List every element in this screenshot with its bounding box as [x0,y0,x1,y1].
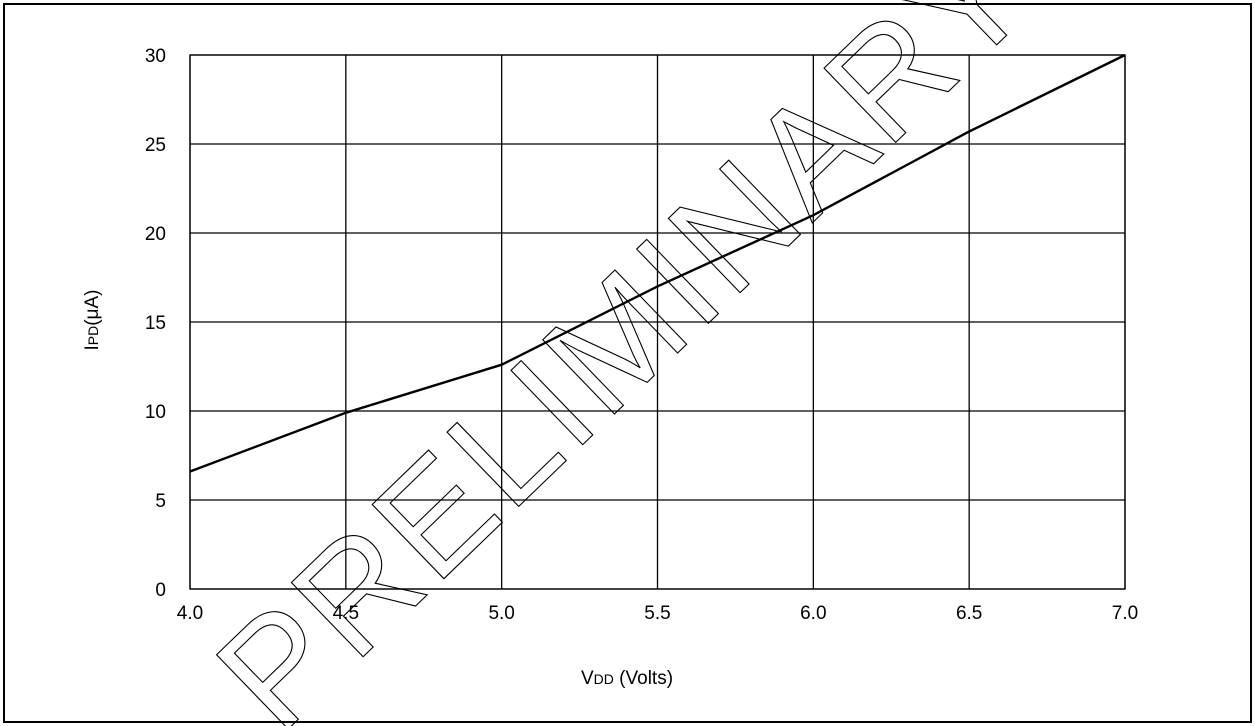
x-tick-label: 6.5 [956,603,982,624]
data-series-line [189,53,1126,473]
y-tick-label: 5 [155,491,166,512]
x-tick-label: 5.0 [488,603,514,624]
x-tick-label: 6.0 [800,603,826,624]
x-tick-label: 7.0 [1112,603,1138,624]
y-tick-label: 0 [155,580,166,601]
plot-area-border [189,54,1126,590]
y-axis-label: IPD(μA) [82,289,103,350]
preliminary-watermark: PRELIMINARY [185,0,1063,726]
y-tick-label: 10 [145,402,166,423]
grid [189,54,1126,590]
x-axis-label: VDD (Volts) [581,668,673,689]
y-tick-label: 30 [145,46,166,67]
x-tick-label: 4.5 [333,603,359,624]
x-axis-ticks: 4.0 4.5 5.0 5.5 6.0 6.5 7.0 [177,603,1138,624]
x-tick-label: 5.5 [644,603,670,624]
x-tick-label: 4.0 [177,603,203,624]
figure-frame [3,3,1252,723]
y-axis-ticks: 0 5 10 15 20 25 30 [145,46,166,601]
y-tick-label: 15 [145,313,166,334]
y-tick-label: 25 [145,135,166,156]
y-tick-label: 20 [145,224,166,245]
